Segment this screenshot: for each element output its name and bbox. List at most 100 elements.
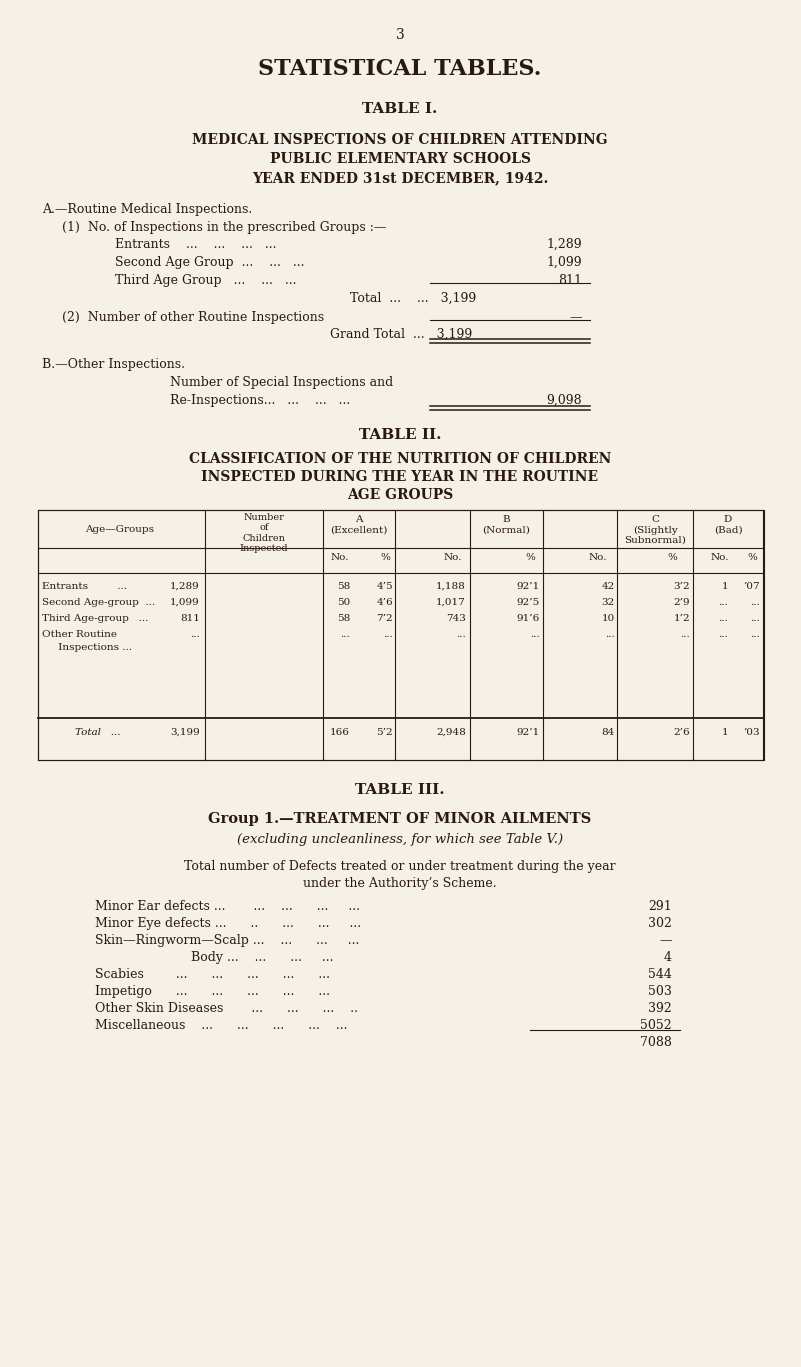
Text: 32: 32 [602, 597, 615, 607]
Text: 1’2: 1’2 [674, 614, 690, 623]
Text: Second Age Group  ...    ...   ...: Second Age Group ... ... ... [115, 256, 304, 269]
Text: 58: 58 [336, 582, 350, 591]
Text: Third Age Group   ...    ...   ...: Third Age Group ... ... ... [115, 273, 296, 287]
Text: Other Skin Diseases       ...      ...      ...    ..: Other Skin Diseases ... ... ... .. [95, 1002, 358, 1016]
Text: Number of Special Inspections and: Number of Special Inspections and [170, 376, 393, 390]
Text: Miscellaneous    ...      ...      ...      ...    ...: Miscellaneous ... ... ... ... ... [95, 1018, 348, 1032]
Text: 166: 166 [330, 729, 350, 737]
Text: 42: 42 [602, 582, 615, 591]
Text: No.: No. [589, 554, 607, 562]
Text: AGE GROUPS: AGE GROUPS [347, 488, 453, 502]
Text: 291: 291 [648, 899, 672, 913]
Text: A.—Routine Medical Inspections.: A.—Routine Medical Inspections. [42, 204, 252, 216]
Text: 1,099: 1,099 [546, 256, 582, 269]
Text: %: % [667, 554, 677, 562]
Text: 1: 1 [722, 729, 728, 737]
Bar [38, 510, 763, 760]
Text: 4’5: 4’5 [376, 582, 393, 591]
Text: 92’5: 92’5 [517, 597, 540, 607]
Text: ...: ... [718, 597, 728, 607]
Text: PUBLIC ELEMENTARY SCHOOLS: PUBLIC ELEMENTARY SCHOOLS [269, 152, 530, 165]
Text: %: % [747, 554, 757, 562]
Text: 1,188: 1,188 [437, 582, 466, 591]
Text: Grand Total  ...   3,199: Grand Total ... 3,199 [330, 328, 473, 340]
Text: 58: 58 [336, 614, 350, 623]
Text: D
(Bad): D (Bad) [714, 515, 743, 534]
Text: 1,017: 1,017 [437, 597, 466, 607]
Text: A
(Excellent): A (Excellent) [330, 515, 388, 534]
Text: 4’6: 4’6 [376, 597, 393, 607]
Text: Minor Eye defects ...      ..      ...      ...     ...: Minor Eye defects ... .. ... ... ... [95, 917, 361, 930]
Text: ...: ... [680, 630, 690, 638]
Text: Other Routine: Other Routine [42, 630, 117, 638]
Text: 1: 1 [722, 582, 728, 591]
Text: 2’6: 2’6 [674, 729, 690, 737]
Text: 811: 811 [558, 273, 582, 287]
Text: STATISTICAL TABLES.: STATISTICAL TABLES. [258, 57, 541, 81]
Text: Group 1.—TREATMENT OF MINOR AILMENTS: Group 1.—TREATMENT OF MINOR AILMENTS [208, 812, 592, 826]
Text: 3,199: 3,199 [171, 729, 200, 737]
Text: ...: ... [718, 630, 728, 638]
Text: TABLE I.: TABLE I. [362, 103, 437, 116]
Text: 7’2: 7’2 [376, 614, 393, 623]
Text: —: — [659, 934, 672, 947]
Text: CLASSIFICATION OF THE NUTRITION OF CHILDREN: CLASSIFICATION OF THE NUTRITION OF CHILD… [189, 452, 611, 466]
Text: 84: 84 [602, 729, 615, 737]
Text: INSPECTED DURING THE YEAR IN THE ROUTINE: INSPECTED DURING THE YEAR IN THE ROUTINE [201, 470, 598, 484]
Text: Inspections ...: Inspections ... [42, 642, 132, 652]
Text: ’07: ’07 [743, 582, 760, 591]
Text: ...: ... [606, 630, 615, 638]
Text: ...: ... [751, 597, 760, 607]
Text: Minor Ear defects ...       ...    ...      ...     ...: Minor Ear defects ... ... ... ... ... [95, 899, 360, 913]
Text: 92’1: 92’1 [517, 729, 540, 737]
Text: 2,948: 2,948 [437, 729, 466, 737]
Text: 544: 544 [648, 968, 672, 982]
Text: Total   ...: Total ... [75, 729, 120, 737]
Text: MEDICAL INSPECTIONS OF CHILDREN ATTENDING: MEDICAL INSPECTIONS OF CHILDREN ATTENDIN… [192, 133, 608, 148]
Text: ...: ... [751, 630, 760, 638]
Text: ...: ... [383, 630, 393, 638]
Text: %: % [380, 554, 390, 562]
Text: Impetigo      ...      ...      ...      ...      ...: Impetigo ... ... ... ... ... [95, 986, 330, 998]
Text: Second Age-group  ...: Second Age-group ... [42, 597, 155, 607]
Text: 1,289: 1,289 [546, 238, 582, 252]
Text: Total number of Defects treated or under treatment during the year: Total number of Defects treated or under… [184, 860, 616, 874]
Text: No.: No. [331, 554, 349, 562]
Text: ...: ... [457, 630, 466, 638]
Text: Entrants    ...    ...    ...   ...: Entrants ... ... ... ... [115, 238, 276, 252]
Text: (1)  No. of Inspections in the prescribed Groups :—: (1) No. of Inspections in the prescribed… [62, 221, 386, 234]
Text: ...: ... [340, 630, 350, 638]
Text: 91’6: 91’6 [517, 614, 540, 623]
Text: under the Authority’s Scheme.: under the Authority’s Scheme. [304, 878, 497, 890]
Text: 50: 50 [336, 597, 350, 607]
Text: ...: ... [718, 614, 728, 623]
Text: 9,098: 9,098 [546, 394, 582, 407]
Text: 3’2: 3’2 [674, 582, 690, 591]
Text: 811: 811 [180, 614, 200, 623]
Text: Re-Inspections...   ...    ...   ...: Re-Inspections... ... ... ... [170, 394, 350, 407]
Text: ’03: ’03 [743, 729, 760, 737]
Text: 10: 10 [602, 614, 615, 623]
Text: Skin—Ringworm—Scalp ...    ...      ...     ...: Skin—Ringworm—Scalp ... ... ... ... [95, 934, 360, 947]
Text: 5052: 5052 [640, 1018, 672, 1032]
Text: 92’1: 92’1 [517, 582, 540, 591]
Text: 2’9: 2’9 [674, 597, 690, 607]
Text: 1,289: 1,289 [171, 582, 200, 591]
Text: 7088: 7088 [640, 1036, 672, 1048]
Text: 4: 4 [664, 951, 672, 964]
Text: TABLE III.: TABLE III. [355, 783, 445, 797]
Text: No.: No. [710, 554, 729, 562]
Text: 503: 503 [648, 986, 672, 998]
Text: Third Age-group   ...: Third Age-group ... [42, 614, 148, 623]
Text: No.: No. [444, 554, 462, 562]
Text: C
(Slightly
Subnormal): C (Slightly Subnormal) [624, 515, 686, 545]
Text: 743: 743 [446, 614, 466, 623]
Text: Number
of
Children
Inspected: Number of Children Inspected [239, 513, 288, 554]
Text: —: — [570, 312, 582, 324]
Text: ...: ... [191, 630, 200, 638]
Text: Total  ...    ...   3,199: Total ... ... 3,199 [350, 293, 477, 305]
Text: Entrants         ...: Entrants ... [42, 582, 127, 591]
Text: Age—Groups: Age—Groups [86, 525, 155, 534]
Text: B.—Other Inspections.: B.—Other Inspections. [42, 358, 185, 370]
Text: %: % [525, 554, 535, 562]
